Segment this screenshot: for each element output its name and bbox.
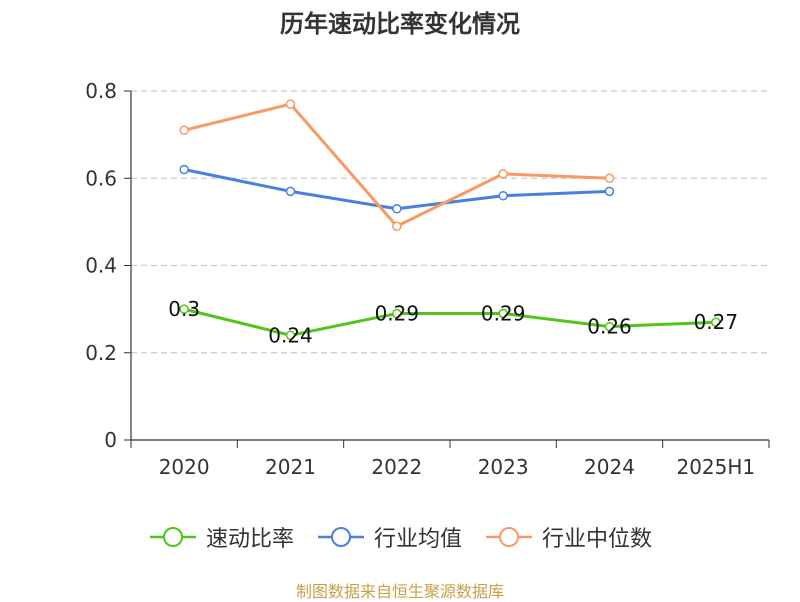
data-point xyxy=(392,221,402,231)
data-label: 0.29 xyxy=(375,301,420,325)
y-tick-label: 0.2 xyxy=(85,341,117,365)
legend-item[interactable]: 行业均值 xyxy=(316,521,462,553)
x-tick-label: 2021 xyxy=(265,455,316,479)
data-point xyxy=(179,164,189,175)
data-point xyxy=(711,317,721,327)
legend-line-marker-icon xyxy=(486,527,532,547)
x-tick-label: 2025H1 xyxy=(676,455,755,479)
data-label: 0.29 xyxy=(481,301,526,325)
data-point xyxy=(498,308,508,319)
grid-layer xyxy=(131,90,769,354)
legend: 速动比率 行业均值 行业中位数 xyxy=(0,520,800,554)
data-point xyxy=(285,99,296,109)
data-label: 0.26 xyxy=(587,315,632,339)
series-layer xyxy=(179,99,721,341)
legend-item[interactable]: 行业中位数 xyxy=(484,521,652,553)
series-line xyxy=(182,307,718,337)
data-label: 0.3 xyxy=(168,297,200,321)
label-layer: 0.3 0.24 0.29 0.29 0.26 0.27 xyxy=(168,297,738,347)
chart-title: 历年速动比率变化情况 xyxy=(280,10,520,38)
legend-item[interactable]: 速动比率 xyxy=(148,521,294,553)
axis-layer: 0 0.2 0.4 0.6 0.8 2020 2021 2022 2023 2024 2025H1 xyxy=(85,79,770,479)
data-point xyxy=(392,308,402,319)
source-note: 制图数据来自恒生聚源数据库 xyxy=(295,582,504,601)
data-label: 0.24 xyxy=(268,323,313,347)
data-point xyxy=(498,169,508,179)
y-tick-label: 0.6 xyxy=(85,166,117,190)
x-tick-label: 2024 xyxy=(584,455,635,479)
legend-marker xyxy=(330,527,351,547)
x-tick-label: 2022 xyxy=(371,455,422,479)
data-point xyxy=(179,125,189,136)
legend-label: 速动比率 xyxy=(205,527,294,552)
data-point xyxy=(604,186,615,197)
legend-line-marker-icon xyxy=(149,527,196,547)
data-point xyxy=(285,330,296,341)
y-tick-label: 0.4 xyxy=(85,254,117,278)
legend-marker xyxy=(499,527,519,547)
data-point xyxy=(392,204,402,214)
y-tick-label: 0.8 xyxy=(85,79,117,103)
data-point xyxy=(604,173,615,183)
data-point xyxy=(285,186,296,197)
x-tick-label: 2023 xyxy=(478,455,529,479)
x-tick-label: 2020 xyxy=(159,455,210,479)
legend-label: 行业中位数 xyxy=(542,527,653,552)
y-tick-label: 0 xyxy=(104,428,117,452)
legend-line-marker-icon xyxy=(317,527,364,547)
legend-marker xyxy=(162,527,183,547)
legend-label: 行业均值 xyxy=(373,527,462,552)
data-point xyxy=(179,304,189,314)
data-point xyxy=(498,190,508,201)
data-label: 0.27 xyxy=(694,310,739,334)
data-point xyxy=(604,321,615,332)
